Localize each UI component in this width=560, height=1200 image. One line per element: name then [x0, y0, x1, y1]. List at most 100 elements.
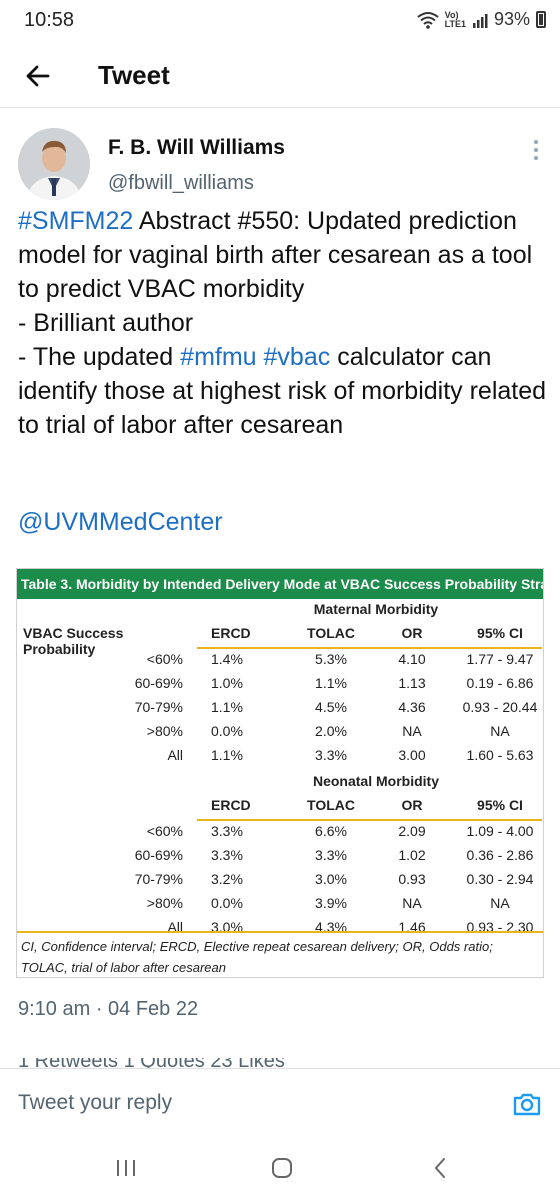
table-column-header: 95% CI	[477, 625, 523, 641]
tweet-text: #SMFM22 Abstract #550: Updated predictio…	[18, 204, 548, 442]
table-rule	[197, 819, 542, 821]
tweet-text-line1: Abstract #550: Updated prediction model …	[18, 207, 533, 303]
table-cell: 1.1%	[315, 675, 347, 691]
table-cell: 0.93	[398, 871, 426, 887]
table-cell: 0.93 - 20.44	[462, 699, 538, 715]
table-cell: 3.3%	[211, 823, 243, 839]
table-cell: 70-79%	[134, 871, 183, 887]
system-nav-bar	[0, 1140, 560, 1200]
table-row: All 1.1% 3.3% 3.00 1.60 - 5.63	[17, 747, 543, 769]
table-row: 70-79% 1.1% 4.5% 4.36 0.93 - 20.44	[17, 699, 543, 721]
table-cell: 1.4%	[211, 651, 243, 667]
back-arrow-icon[interactable]	[20, 58, 56, 94]
table-cell: <60%	[146, 823, 183, 839]
table-cell: 1.0%	[211, 675, 243, 691]
tweet-timestamp: 9:10 am · 04 Feb 22	[18, 998, 199, 1020]
table-cell: 4.5%	[315, 699, 347, 715]
table-column-header: 95% CI	[477, 797, 523, 813]
table-row: 70-79% 3.2% 3.0% 0.93 0.30 - 2.94	[17, 871, 543, 893]
camera-icon[interactable]	[512, 1089, 542, 1119]
table-cell: 1.1%	[211, 699, 243, 715]
neonatal-morbidity-heading: Neonatal Morbidity	[312, 773, 439, 789]
table-row: <60% 3.3% 6.6% 2.09 1.09 - 4.00	[17, 823, 543, 845]
table-cell: 60-69%	[134, 847, 183, 863]
tweet-text-line3-post: calculator can identify those at highest…	[18, 343, 547, 439]
table-cell: 1.13	[398, 675, 426, 691]
table-cell: 60-69%	[134, 675, 183, 691]
table-cell: NA	[402, 895, 422, 911]
avatar-photo	[18, 128, 90, 200]
nav-back-icon[interactable]	[428, 1156, 452, 1180]
table-cell: 1.02	[398, 847, 426, 863]
table-cell: <60%	[146, 651, 183, 667]
table-cell: 3.3%	[211, 847, 243, 863]
table-row: 60-69% 1.0% 1.1% 1.13 0.19 - 6.86	[17, 675, 543, 697]
footnote-line-2: TOLAC, trial of labor after cesarean	[21, 960, 226, 975]
table-cell: 1.77 - 9.47	[466, 651, 534, 667]
author-handle[interactable]: @fbwill_williams	[108, 172, 254, 194]
table-cell: NA	[490, 895, 510, 911]
table-cell: 2.0%	[315, 723, 347, 739]
table-cell: 0.36 - 2.86	[466, 847, 534, 863]
table-cell: 3.0%	[315, 871, 347, 887]
tweet-paragraph-2: - Brilliant author	[18, 309, 194, 337]
footnote-line-1: CI, Confidence interval; ERCD, Elective …	[21, 939, 493, 954]
nav-recent-icon[interactable]	[114, 1156, 138, 1180]
hashtag-mfmu[interactable]: #mfmu	[180, 343, 257, 371]
lte-label: LTE1	[444, 18, 466, 29]
table-header-row: ERCD TOLAC OR 95% CI	[17, 797, 543, 819]
table-cell: 5.3%	[315, 651, 347, 667]
avatar[interactable]	[18, 128, 90, 200]
table-column-header: VBAC Success Probability	[23, 625, 124, 657]
table-row: >80% 0.0% 2.0% NA NA	[17, 723, 543, 745]
reply-input[interactable]: Tweet your reply	[18, 1091, 173, 1114]
table-column-header: ERCD	[211, 625, 251, 641]
table-cell: 1.1%	[211, 747, 243, 763]
table-cell: NA	[490, 723, 510, 739]
table-cell: >80%	[146, 723, 183, 739]
table-cell: All	[167, 747, 183, 763]
hashtag-smfm22[interactable]: #SMFM22	[18, 207, 134, 235]
table-cell: 0.30 - 2.94	[466, 871, 534, 887]
battery-icon	[536, 11, 546, 28]
tweet-media-table[interactable]: Table 3. Morbidity by Intended Delivery …	[16, 568, 544, 978]
table-cell: 0.0%	[211, 895, 243, 911]
table-column-header: TOLAC	[307, 625, 355, 641]
maternal-morbidity-heading: Maternal Morbidity	[313, 601, 439, 617]
tweet-paragraph-1: #SMFM22 Abstract #550: Updated predictio…	[18, 204, 548, 306]
wifi-icon	[417, 11, 439, 29]
table-row: >80% 0.0% 3.9% NA NA	[17, 895, 543, 917]
tweet-stats[interactable]: 1 Retweets 1 Quotes 23 Likes	[18, 1058, 548, 1068]
table-cell: 0.19 - 6.86	[466, 675, 534, 691]
table-rule	[197, 647, 542, 649]
table-header-row: VBAC Success Probability ERCD TOLAC OR 95% C…	[17, 625, 543, 657]
volte-label: Vo)	[444, 9, 459, 20]
mention-uvmmedcenter[interactable]: @UVMMedCenter	[18, 508, 223, 536]
table-cell: NA	[402, 723, 422, 739]
table-cell: 6.6%	[315, 823, 347, 839]
reply-bar: Tweet your reply	[0, 1068, 560, 1140]
table-column-header: OR	[401, 797, 423, 813]
table-cell: 70-79%	[134, 699, 183, 715]
table-cell: 1.60 - 5.63	[466, 747, 534, 763]
table-row: <60% 1.4% 5.3% 4.10 1.77 - 9.47	[17, 651, 543, 673]
more-vertical-icon[interactable]	[524, 138, 548, 162]
table-cell: 3.3%	[315, 747, 347, 763]
table-column-header: OR	[401, 625, 423, 641]
status-time: 10:58	[24, 9, 75, 31]
signal-icon	[472, 13, 488, 28]
table-cell: 2.09	[398, 823, 426, 839]
nav-home-icon[interactable]	[270, 1156, 294, 1180]
hashtag-vbac[interactable]: #vbac	[263, 343, 331, 371]
tweet-stats-text: 1 Retweets 1 Quotes 23 Likes	[18, 1058, 285, 1068]
table-cell: 3.3%	[315, 847, 347, 863]
table-cell: 4.10	[398, 651, 426, 667]
table-cell: 3.9%	[315, 895, 347, 911]
table-row: 60-69% 3.3% 3.3% 1.02 0.36 - 2.86	[17, 847, 543, 869]
author-name[interactable]: F. B. Will Williams	[108, 136, 285, 159]
tweet-paragraph-3: - The updated #mfmu #vbac calculator can…	[18, 340, 548, 442]
table-cell: 4.36	[398, 699, 426, 715]
table-cell: 3.2%	[211, 871, 243, 887]
table-cell: 0.0%	[211, 723, 243, 739]
table-cell: 3.00	[398, 747, 426, 763]
